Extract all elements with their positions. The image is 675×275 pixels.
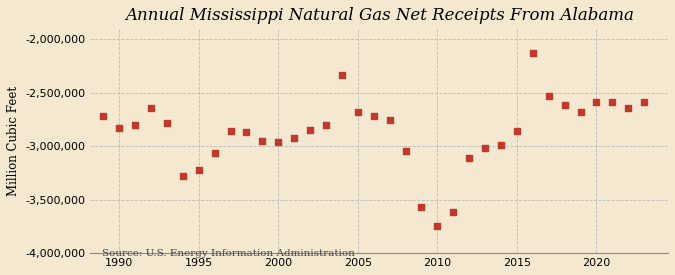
Point [480,146,491,150]
Point [161,120,172,125]
Point [304,128,315,132]
Point [289,135,300,140]
Y-axis label: Million Cubic Feet: Million Cubic Feet [7,86,20,196]
Point [352,110,363,114]
Point [384,118,395,123]
Point [369,114,379,118]
Point [257,139,268,143]
Point [98,114,109,118]
Point [432,224,443,229]
Text: Source: U.S. Energy Information Administration: Source: U.S. Energy Information Administ… [102,249,355,258]
Point [416,205,427,209]
Point [336,73,347,78]
Point [607,100,618,104]
Point [639,100,649,104]
Point [527,51,538,55]
Point [464,156,475,160]
Point [209,150,220,155]
Point [193,167,204,172]
Point [178,174,188,178]
Point [543,94,554,98]
Point [623,105,634,110]
Point [512,129,522,133]
Title: Annual Mississippi Natural Gas Net Receipts From Alabama: Annual Mississippi Natural Gas Net Recei… [125,7,634,24]
Point [559,103,570,108]
Point [225,129,236,133]
Point [273,140,284,144]
Point [575,110,586,114]
Point [130,122,140,127]
Point [448,210,458,215]
Point [113,126,124,130]
Point [321,122,331,127]
Point [495,143,506,147]
Point [591,100,602,104]
Point [146,105,157,110]
Point [241,130,252,134]
Point [400,149,411,154]
